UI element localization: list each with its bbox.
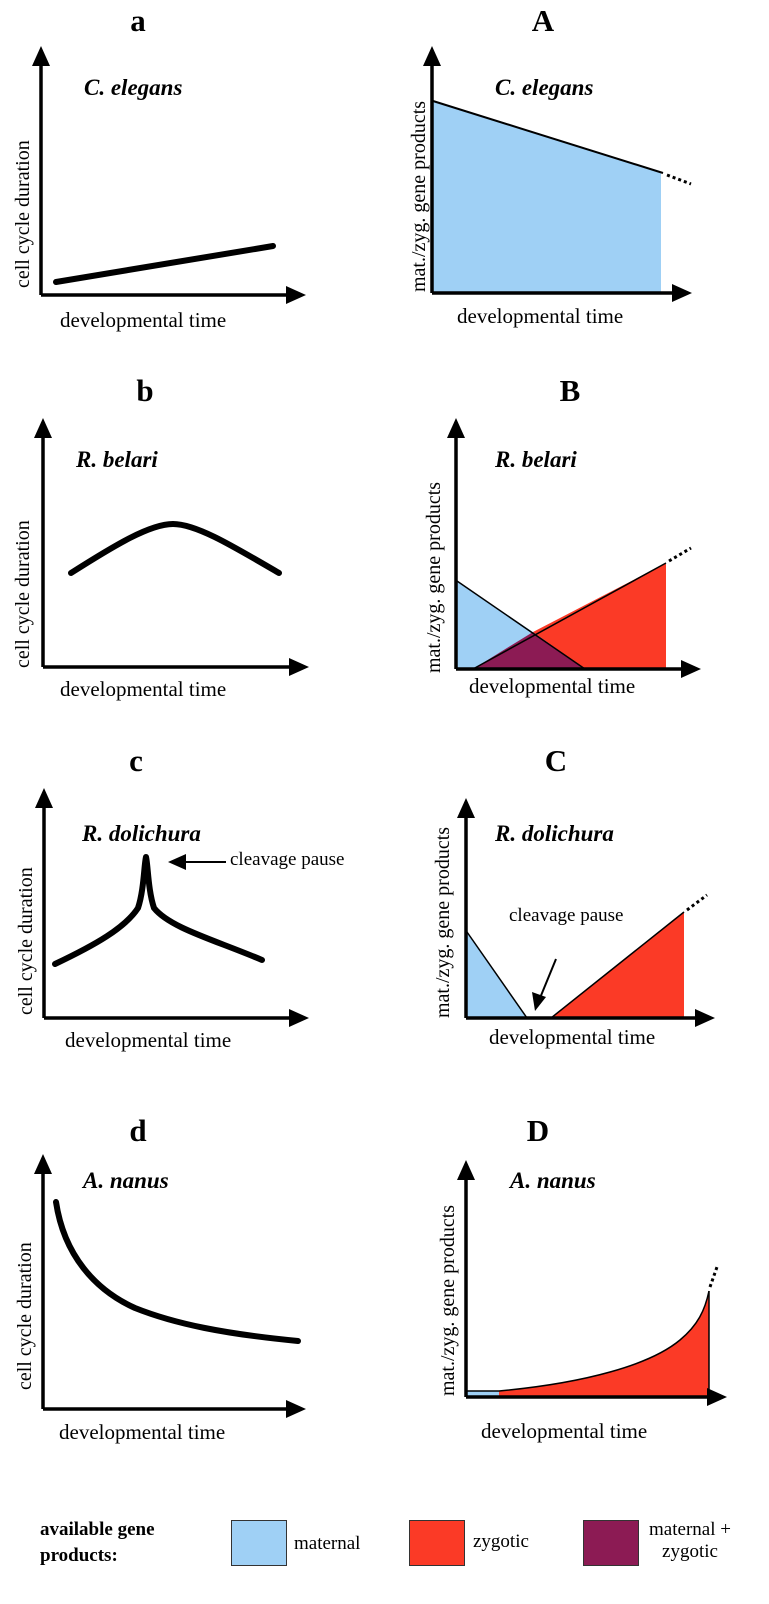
y-axis-label: mat./zyg. gene products	[408, 100, 430, 292]
x-axis-arrow	[672, 284, 692, 302]
species-label: C. elegans	[84, 75, 183, 100]
cell-cycle-plot	[32, 46, 306, 304]
annotation-arrowhead	[532, 992, 546, 1011]
x-axis-arrow	[681, 660, 701, 678]
species-label: R. dolichura	[495, 821, 614, 846]
legend-swatch-zygotic	[409, 1520, 465, 1566]
x-axis-label: developmental time	[469, 674, 636, 698]
x-axis-label: developmental time	[489, 1025, 656, 1049]
gene-products-plot	[457, 798, 715, 1027]
gene-products-plot	[447, 418, 701, 678]
panel-letter: B	[559, 373, 581, 408]
continuation-dots	[666, 173, 692, 186]
panel-letter: C	[544, 743, 568, 778]
x-axis-arrow	[289, 1009, 309, 1027]
cell-cycle-plot	[34, 418, 309, 676]
y-axis-label: cell cycle duration	[12, 520, 34, 668]
panel-A: A C. elegans mat./zyg. gene products dev…	[385, 0, 769, 370]
legend-label-maternal-zygotic: maternal + zygotic	[649, 1519, 731, 1562]
x-axis-label: developmental time	[59, 1420, 226, 1444]
y-axis-arrow	[457, 798, 475, 818]
y-axis-label: cell cycle duration	[15, 867, 37, 1015]
cell-cycle-curve	[53, 1199, 301, 1344]
maternal-zygotic-area	[473, 632, 585, 669]
y-axis-label: mat./zyg. gene products	[437, 1204, 459, 1396]
y-axis-label: cell cycle duration	[14, 1242, 36, 1390]
panel-letter: d	[129, 1113, 147, 1148]
continuation-dots	[686, 893, 708, 912]
panel-b: b R. belari cell cycle duration developm…	[0, 370, 385, 740]
zygotic-area	[533, 563, 666, 669]
annotation-arrowhead	[168, 854, 186, 870]
y-axis-label: mat./zyg. gene products	[432, 826, 454, 1018]
y-axis-label: mat./zyg. gene products	[423, 481, 445, 673]
y-axis-arrow	[423, 46, 441, 66]
continuation-dots	[668, 546, 692, 563]
species-label: A. nanus	[83, 1168, 169, 1193]
x-axis-label: developmental time	[65, 1028, 232, 1052]
species-label: A. nanus	[510, 1168, 596, 1193]
cell-cycle-curve	[52, 854, 265, 967]
zygotic-boundary	[467, 1290, 710, 1392]
x-axis-arrow	[289, 658, 309, 676]
species-label: R. belari	[495, 447, 577, 472]
panel-c: c R. dolichura cleavage pause cell cycle…	[0, 740, 385, 1115]
y-axis-arrow	[457, 1160, 475, 1180]
x-axis-arrow	[707, 1388, 727, 1406]
gene-products-plot	[423, 46, 692, 302]
annotation-label: cleavage pause	[509, 905, 624, 926]
cell-cycle-plot	[34, 1154, 306, 1418]
species-label: R. dolichura	[82, 821, 201, 846]
zygotic-boundary	[550, 911, 685, 1019]
y-axis-arrow	[447, 418, 465, 438]
legend-label-maternal: maternal	[294, 1533, 361, 1554]
maternal-boundary	[466, 931, 528, 1019]
panel-a: a C. elegans cell cycle duration develop…	[0, 0, 385, 370]
legend-swatch-maternal	[231, 1520, 287, 1566]
panel-letter: D	[526, 1113, 550, 1148]
x-axis-label: developmental time	[481, 1419, 648, 1443]
species-label: R. belari	[76, 447, 158, 472]
legend-title: available gene products:	[40, 1519, 155, 1566]
annotation-arrow	[539, 958, 557, 999]
zygotic-area	[499, 1291, 709, 1397]
continuation-dots	[708, 1266, 719, 1288]
panel-letter: a	[130, 3, 146, 38]
y-axis-label: cell cycle duration	[12, 140, 34, 288]
y-axis-arrow	[35, 788, 53, 808]
panel-d: d A. nanus cell cycle duration developme…	[0, 1115, 385, 1505]
legend-swatch-maternal-zygotic	[583, 1520, 639, 1566]
species-label: C. elegans	[495, 75, 594, 100]
maternal-boundary	[456, 580, 586, 670]
cell-cycle-curve	[53, 243, 276, 285]
y-axis-arrow	[32, 46, 50, 66]
y-axis-arrow	[34, 418, 52, 438]
x-axis-arrow	[286, 1400, 306, 1418]
y-axis-arrow	[34, 1154, 52, 1174]
x-axis-arrow	[286, 286, 306, 304]
gene-products-plot	[457, 1160, 727, 1406]
legend: available gene products: maternal zygoti…	[0, 1505, 769, 1604]
maternal-area	[433, 101, 661, 293]
cell-cycle-plot	[35, 788, 309, 1027]
cell-cycle-curve	[68, 520, 282, 576]
zygotic-boundary	[472, 562, 667, 670]
panel-letter: A	[531, 3, 555, 38]
x-axis-arrow	[695, 1009, 715, 1027]
panel-D: D A. nanus mat./zyg. gene products devel…	[385, 1115, 769, 1505]
annotation-label: cleavage pause	[230, 849, 345, 870]
panel-B: B R. belari mat./zyg. gene products deve…	[385, 370, 769, 740]
x-axis-label: developmental time	[60, 677, 227, 701]
x-axis-label: developmental time	[457, 304, 624, 328]
x-axis-label: developmental time	[60, 308, 227, 332]
panel-letter: c	[129, 743, 143, 778]
panel-letter: b	[136, 373, 154, 408]
legend-label-zygotic: zygotic	[473, 1531, 529, 1552]
panel-C: C R. dolichura cleavage pause mat./zyg. …	[385, 740, 769, 1115]
maternal-boundary	[432, 100, 664, 174]
